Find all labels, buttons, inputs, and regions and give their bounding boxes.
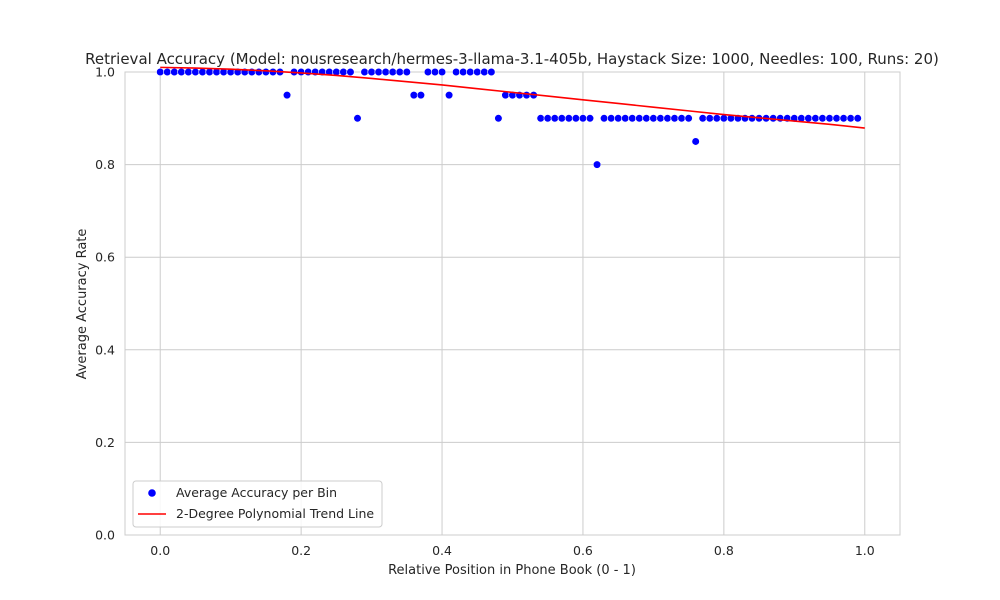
x-axis-ticks: 0.0 0.2 0.4 0.6 0.8 1.0 — [150, 543, 874, 558]
data-point — [444, 91, 454, 100]
data-point — [656, 114, 665, 123]
data-point — [846, 114, 855, 123]
plot-frame — [124, 71, 901, 536]
x-tick-label: 0.8 — [714, 543, 734, 558]
data-point — [599, 114, 609, 123]
y-tick-label: 1.0 — [95, 65, 115, 80]
x-tick-label: 0.0 — [150, 543, 170, 558]
data-point — [621, 114, 630, 123]
y-tick-label: 0.4 — [95, 342, 115, 357]
data-point — [663, 114, 672, 123]
data-point — [163, 67, 172, 77]
data-point — [198, 67, 207, 77]
data-point — [353, 114, 362, 123]
data-point — [452, 67, 461, 77]
data-point — [677, 114, 686, 123]
data-point — [557, 114, 566, 123]
x-tick-label: 0.6 — [573, 543, 593, 558]
legend-box — [132, 480, 383, 528]
data-point — [776, 114, 785, 123]
trend-line — [160, 66, 865, 129]
x-tick-label: 1.0 — [855, 543, 875, 558]
data-point — [839, 114, 848, 123]
data-point — [423, 67, 433, 77]
data-point — [261, 67, 271, 77]
data-point — [339, 67, 348, 77]
data-point — [367, 67, 376, 77]
data-point — [416, 91, 426, 100]
data-point — [487, 67, 496, 77]
legend-label-trend: 2-Degree Polynomial Trend Line — [176, 506, 374, 521]
y-axis-ticks: 0.0 0.2 0.4 0.6 0.8 1.0 — [95, 65, 115, 543]
data-point — [705, 114, 714, 123]
data-point — [191, 67, 200, 77]
data-point — [628, 114, 637, 123]
data-point — [254, 67, 263, 77]
data-point — [522, 91, 531, 100]
data-point — [825, 114, 834, 123]
data-point — [698, 114, 707, 123]
chart-title: Retrieval Accuracy (Model: nousresearch/… — [85, 50, 939, 68]
data-point — [571, 114, 581, 123]
data-point — [614, 114, 623, 123]
data-point — [360, 67, 369, 77]
data-point — [635, 114, 644, 123]
y-tick-label: 0.6 — [95, 250, 115, 265]
x-tick-label: 0.4 — [432, 543, 452, 558]
data-point — [607, 114, 616, 123]
data-point — [374, 67, 383, 77]
data-point — [670, 114, 679, 123]
data-point — [494, 114, 503, 123]
data-point — [402, 67, 411, 77]
y-tick-label: 0.2 — [95, 435, 115, 450]
data-point — [466, 67, 475, 77]
y-tick-label: 0.0 — [95, 528, 115, 543]
data-point — [388, 67, 397, 77]
x-tick-label: 0.2 — [291, 543, 311, 558]
y-axis-label: Average Accuracy Rate — [75, 229, 90, 380]
data-point — [156, 67, 165, 77]
data-point — [184, 67, 193, 77]
data-point — [578, 114, 588, 123]
data-point — [459, 67, 468, 77]
data-point — [170, 67, 179, 77]
data-point — [564, 114, 573, 123]
data-point — [712, 114, 721, 123]
y-tick-label: 0.8 — [95, 157, 115, 172]
x-axis-label: Relative Position in Phone Book (0 - 1) — [388, 563, 636, 578]
data-point — [536, 114, 545, 123]
data-point — [543, 114, 552, 123]
scatter-series — [156, 67, 862, 169]
data-point — [642, 114, 651, 123]
data-point — [430, 67, 440, 77]
data-point — [550, 114, 559, 123]
data-point — [585, 114, 595, 123]
legend-label-scatter: Average Accuracy per Bin — [176, 485, 337, 500]
data-point — [473, 67, 482, 77]
data-point — [818, 114, 827, 123]
data-point — [811, 114, 820, 123]
data-point — [649, 114, 658, 123]
data-point — [395, 67, 404, 77]
data-point — [282, 91, 292, 100]
data-point — [437, 67, 447, 77]
data-point — [177, 67, 186, 77]
data-point — [691, 137, 700, 146]
data-point — [804, 114, 813, 123]
legend-marker-scatter — [148, 489, 156, 497]
data-point — [304, 67, 313, 77]
data-point — [684, 114, 693, 123]
data-point — [747, 114, 757, 123]
data-point — [832, 114, 841, 123]
data-point — [592, 160, 602, 169]
data-point — [381, 67, 390, 77]
data-point — [480, 67, 489, 77]
legend: Average Accuracy per Bin 2-Degree Polyno… — [132, 480, 383, 528]
data-point — [409, 91, 418, 100]
data-point — [346, 67, 355, 77]
data-point — [853, 114, 862, 123]
grid — [125, 71, 900, 536]
